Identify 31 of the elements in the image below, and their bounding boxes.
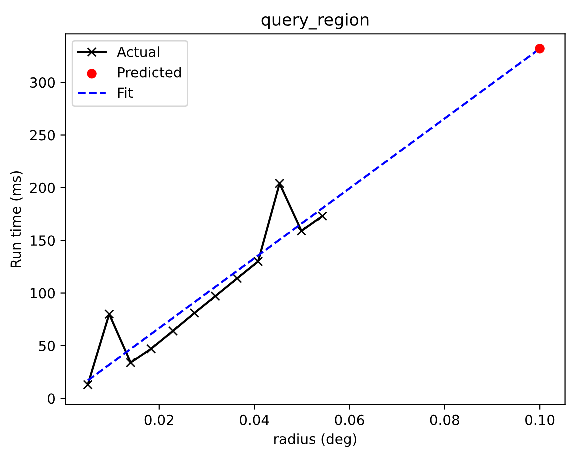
point bbox=[296, 226, 307, 236]
y-axis-title: Run time (ms) bbox=[10, 172, 23, 268]
y-tick-label: 150 bbox=[30, 236, 56, 246]
y-tick-label: 300 bbox=[30, 78, 56, 88]
legend-label: Actual bbox=[117, 46, 160, 58]
y-tick-label: 250 bbox=[30, 130, 56, 141]
legend-label: Fit bbox=[118, 87, 134, 98]
point bbox=[168, 326, 178, 336]
point bbox=[318, 212, 328, 222]
legend-label: Predicted bbox=[118, 67, 181, 78]
point bbox=[535, 44, 545, 54]
y-tick-label: 0 bbox=[48, 394, 56, 404]
x-tick-label: 0.04 bbox=[240, 414, 270, 426]
point bbox=[104, 309, 114, 320]
x-tick-label: 0.08 bbox=[430, 414, 460, 426]
x-tick-label: 0.10 bbox=[526, 414, 555, 426]
point bbox=[146, 344, 156, 354]
x-tick-label: 0.02 bbox=[144, 414, 174, 426]
y-tick-label: 100 bbox=[30, 288, 56, 299]
point bbox=[274, 178, 285, 189]
y-tick-label: 50 bbox=[39, 340, 56, 352]
point bbox=[190, 308, 200, 318]
x-tick-label: 0.06 bbox=[335, 414, 364, 426]
point bbox=[254, 256, 264, 267]
chart-title: query_region bbox=[262, 13, 369, 30]
x-axis-title: radius (deg) bbox=[274, 434, 356, 448]
point bbox=[83, 380, 93, 390]
y-tick-label: 200 bbox=[30, 182, 56, 194]
point bbox=[210, 292, 220, 302]
point bbox=[232, 274, 242, 284]
point bbox=[126, 358, 136, 368]
